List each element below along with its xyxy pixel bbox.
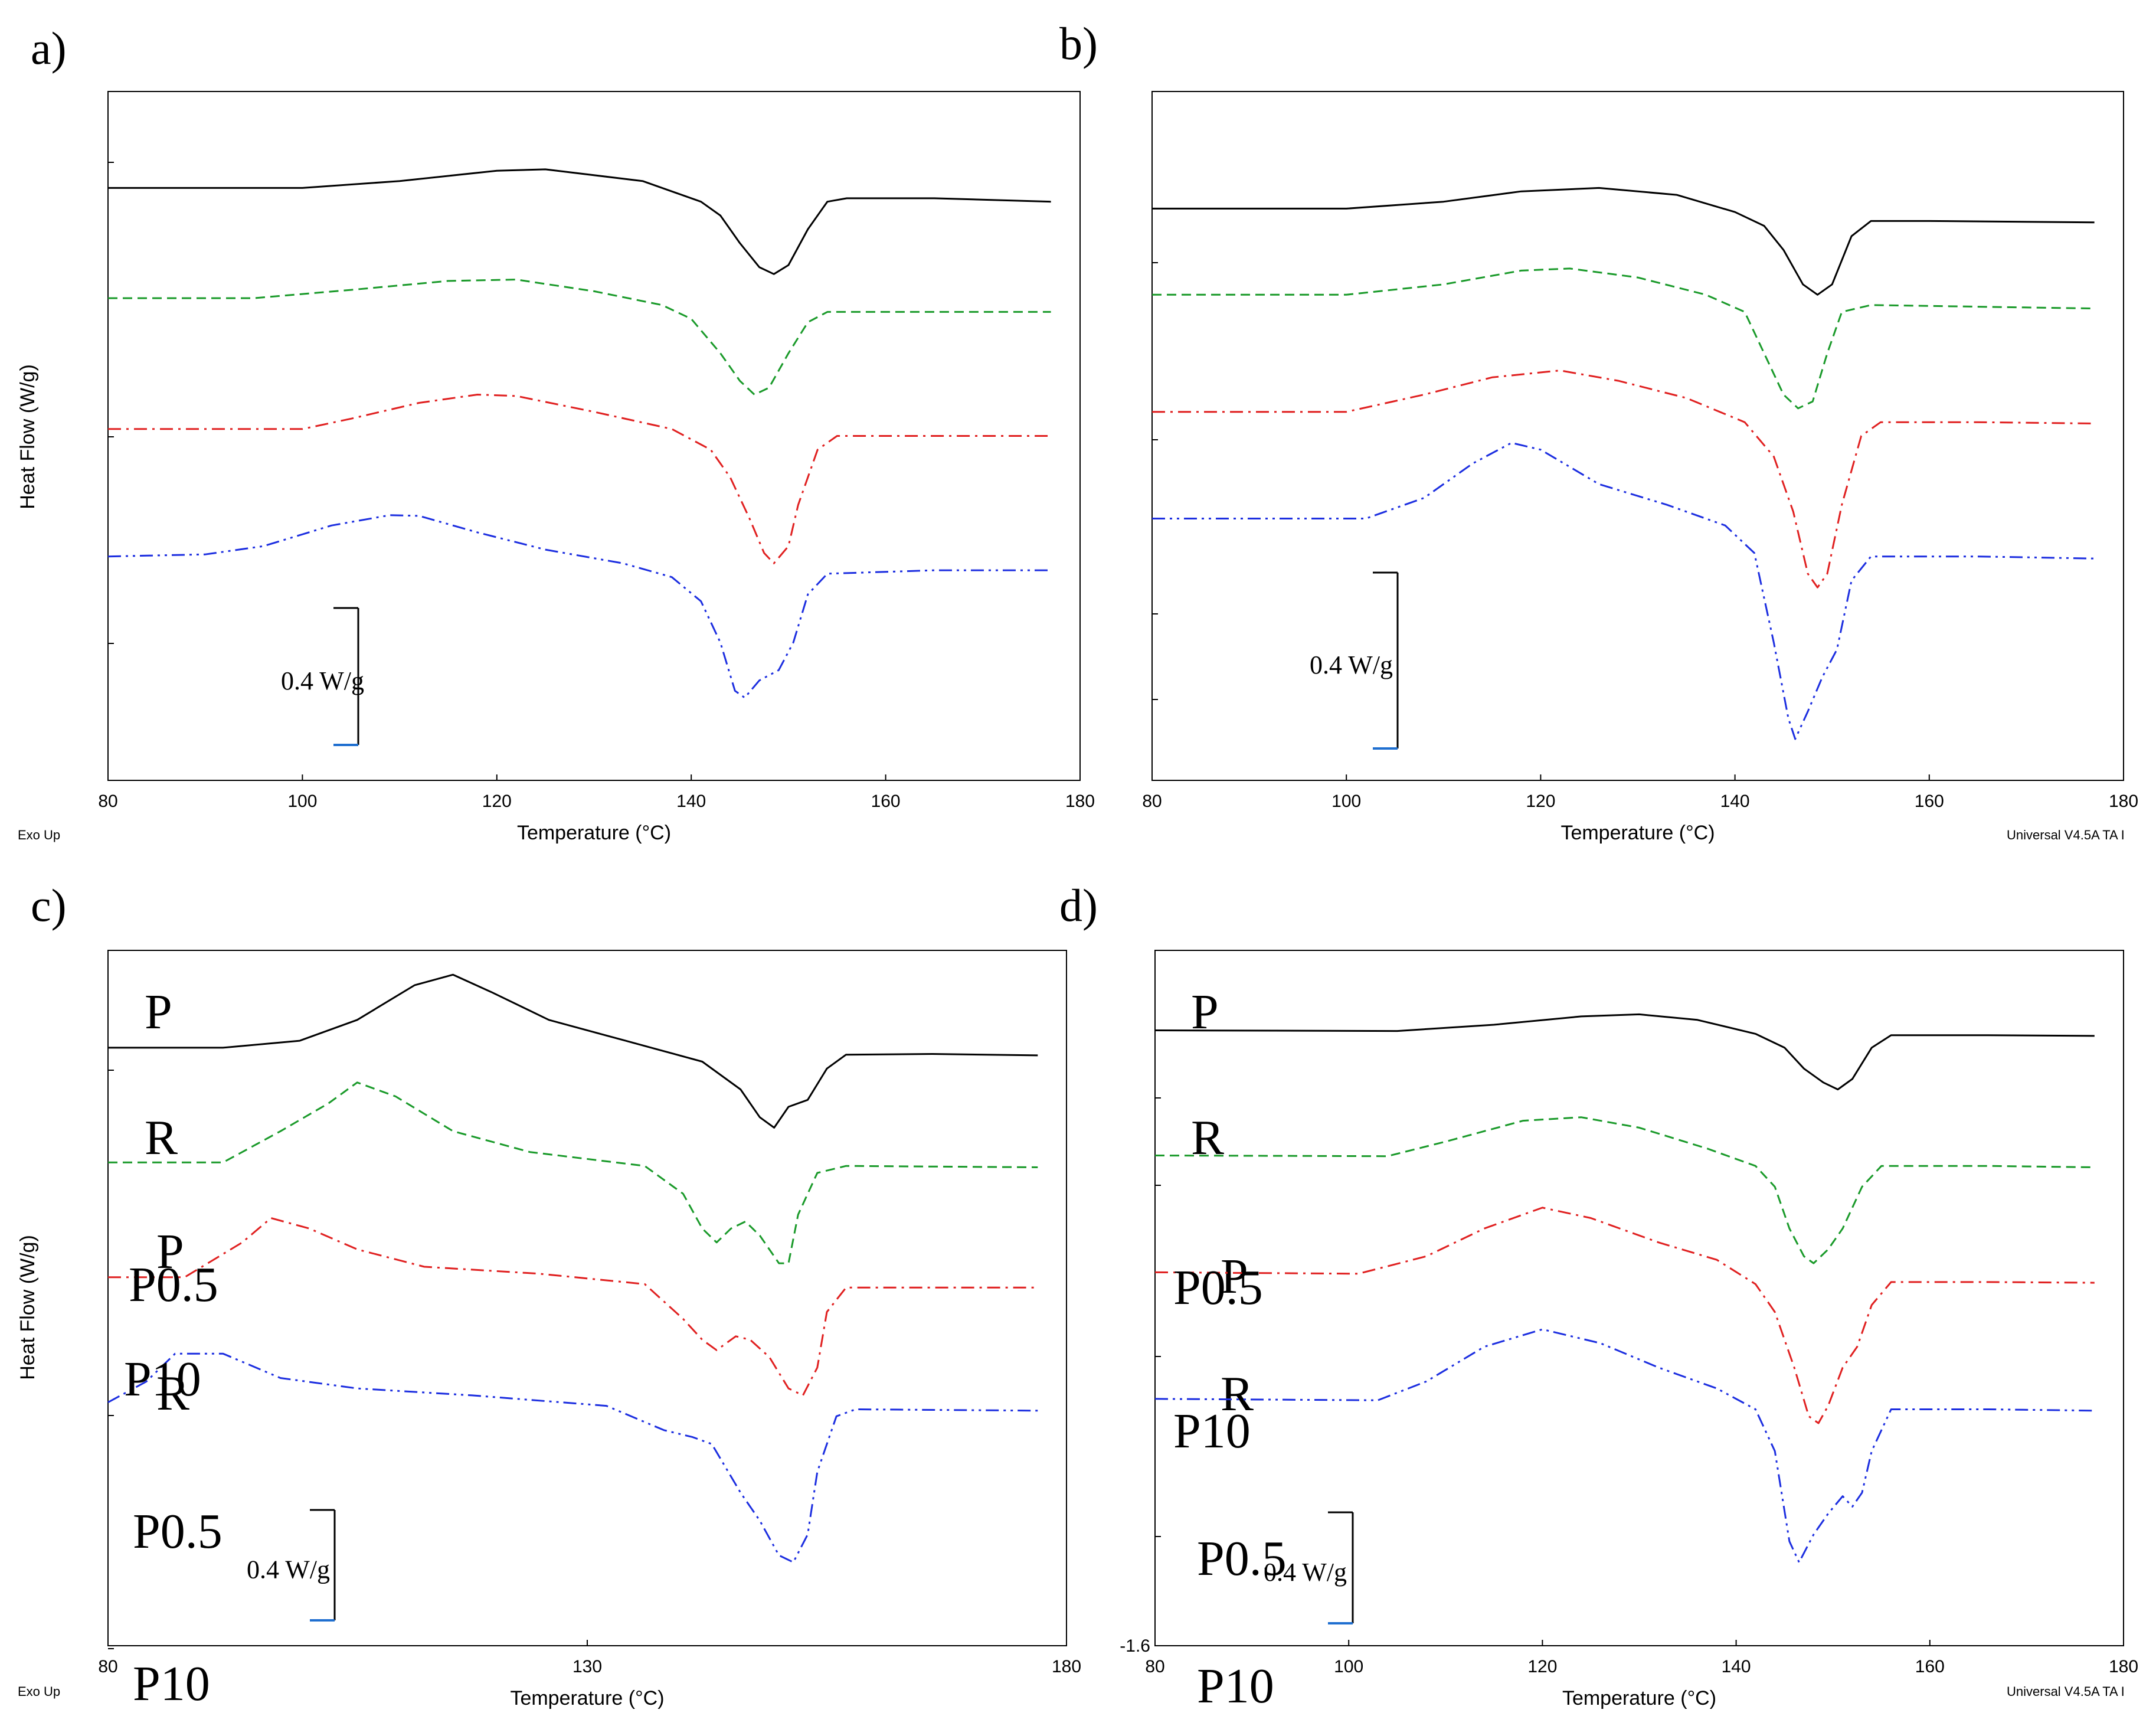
x-tick-label: 80 — [98, 1657, 117, 1676]
series-label-r: R — [145, 1110, 178, 1165]
exo-up-note: Exo Up — [18, 828, 60, 842]
y-tick-label: -1.6 — [1120, 1636, 1150, 1656]
x-axis-title: Temperature (°C) — [1560, 822, 1715, 844]
series-line-p0-5 — [1152, 370, 2095, 589]
series-line-p0-5 — [1154, 1207, 2095, 1424]
software-note: Universal V4.5A TA I — [2007, 1684, 2125, 1699]
panel-letter: d) — [1059, 880, 1098, 931]
y-axis-title: Heat Flow (W/g) — [17, 364, 39, 509]
x-tick-label: 80 — [1142, 792, 1162, 811]
x-axis-title: Temperature (°C) — [1562, 1687, 1716, 1709]
series-line-p — [1152, 187, 2095, 296]
series-line-p — [108, 168, 1051, 275]
panel-letter: b) — [1059, 18, 1098, 69]
series-line-p10 — [1152, 442, 2095, 740]
series-line-p0-5 — [108, 1217, 1038, 1397]
scale-bar-label: 0.4 W/g — [247, 1555, 330, 1584]
series-label-p0-5: P0.5 — [133, 1504, 223, 1559]
scale-bar-label: 0.4 W/g — [1264, 1558, 1347, 1587]
series-line-p0-5 — [108, 394, 1051, 564]
plot-frame — [107, 91, 1081, 781]
x-tick-label: 100 — [287, 792, 317, 811]
x-tick-label: 160 — [1915, 1657, 1945, 1676]
exo-up-note: Exo Up — [18, 1684, 60, 1699]
x-tick-label: 160 — [1915, 792, 1944, 811]
panel-letter: a) — [31, 22, 67, 74]
x-tick-label: 120 — [482, 792, 512, 811]
x-tick-label: 100 — [1334, 1657, 1363, 1676]
x-tick-label: 160 — [871, 792, 901, 811]
series-label-p: P — [1221, 1249, 1248, 1304]
series-line-p10 — [1154, 1328, 2095, 1564]
y-axis-title: Heat Flow (W/g) — [17, 1235, 39, 1380]
series-label-r: R — [156, 1366, 189, 1421]
series-label-p10: P10 — [133, 1656, 210, 1711]
x-tick-label: 140 — [1722, 1657, 1751, 1676]
series-line-p — [1154, 1013, 2095, 1091]
x-tick-label: 80 — [1145, 1657, 1164, 1676]
chart-panel-2: b) 80 100 120 140 160 180 Temperature (°C) Unive… — [1059, 18, 2138, 1714]
panel-letter: c) — [31, 880, 67, 931]
series-label-p10: P10 — [124, 1352, 201, 1407]
series-line-r — [108, 1081, 1038, 1264]
x-tick-label: 80 — [98, 792, 117, 811]
series-line-p10 — [107, 1352, 1038, 1564]
plot-frame — [1154, 950, 2124, 1646]
x-tick-label: 180 — [1052, 1657, 1081, 1676]
scale-bar-label: 0.4 W/g — [281, 666, 364, 695]
series-line-r — [1152, 267, 2095, 410]
series-line-p10 — [107, 514, 1051, 699]
x-tick-label: 100 — [1331, 792, 1361, 811]
x-tick-label: 140 — [676, 792, 706, 811]
series-label-p0-5: P0.5 — [1173, 1260, 1263, 1315]
series-line-r — [1154, 1116, 2095, 1264]
software-note: Universal V4.5A TA I — [2007, 828, 2125, 842]
chart-panel-1: a) 80 100 120 140 160 180 Temperature (°C) Heat … — [17, 22, 1095, 1711]
series-line-p — [108, 973, 1038, 1129]
series-label-p10: P10 — [1197, 1659, 1274, 1714]
series-label-p10: P10 — [1173, 1404, 1251, 1459]
scale-bar-label: 0.4 W/g — [1310, 650, 1393, 679]
x-tick-label: 140 — [1720, 792, 1750, 811]
x-tick-label: 180 — [2109, 1657, 2138, 1676]
x-axis-title: Temperature (°C) — [510, 1687, 664, 1709]
x-axis-title: Temperature (°C) — [517, 822, 671, 844]
series-label-p0-5: P0.5 — [129, 1257, 218, 1312]
x-tick-label: 120 — [1527, 1657, 1557, 1676]
series-label-p: P — [156, 1224, 184, 1279]
series-line-r — [108, 279, 1051, 395]
x-tick-label: 180 — [1065, 792, 1095, 811]
x-tick-label: 180 — [2109, 792, 2138, 811]
plot-frame — [1151, 91, 2124, 781]
series-label-p0-5: P0.5 — [1197, 1531, 1287, 1586]
x-tick-label: 130 — [572, 1657, 602, 1676]
series-label-p: P — [1191, 985, 1219, 1039]
series-label-p: P — [145, 985, 172, 1039]
series-label-r: R — [1221, 1367, 1254, 1421]
series-label-r: R — [1191, 1110, 1224, 1165]
chart-panel-4: d) -1.680 100 120 140 160 180 Temperature (°C) U… — [1059, 880, 2138, 1709]
chart-panel-3: c) 80 130 180 Temperature (°C) Heat Flow (W/g… — [17, 880, 1081, 1709]
x-tick-label: 120 — [1526, 792, 1555, 811]
